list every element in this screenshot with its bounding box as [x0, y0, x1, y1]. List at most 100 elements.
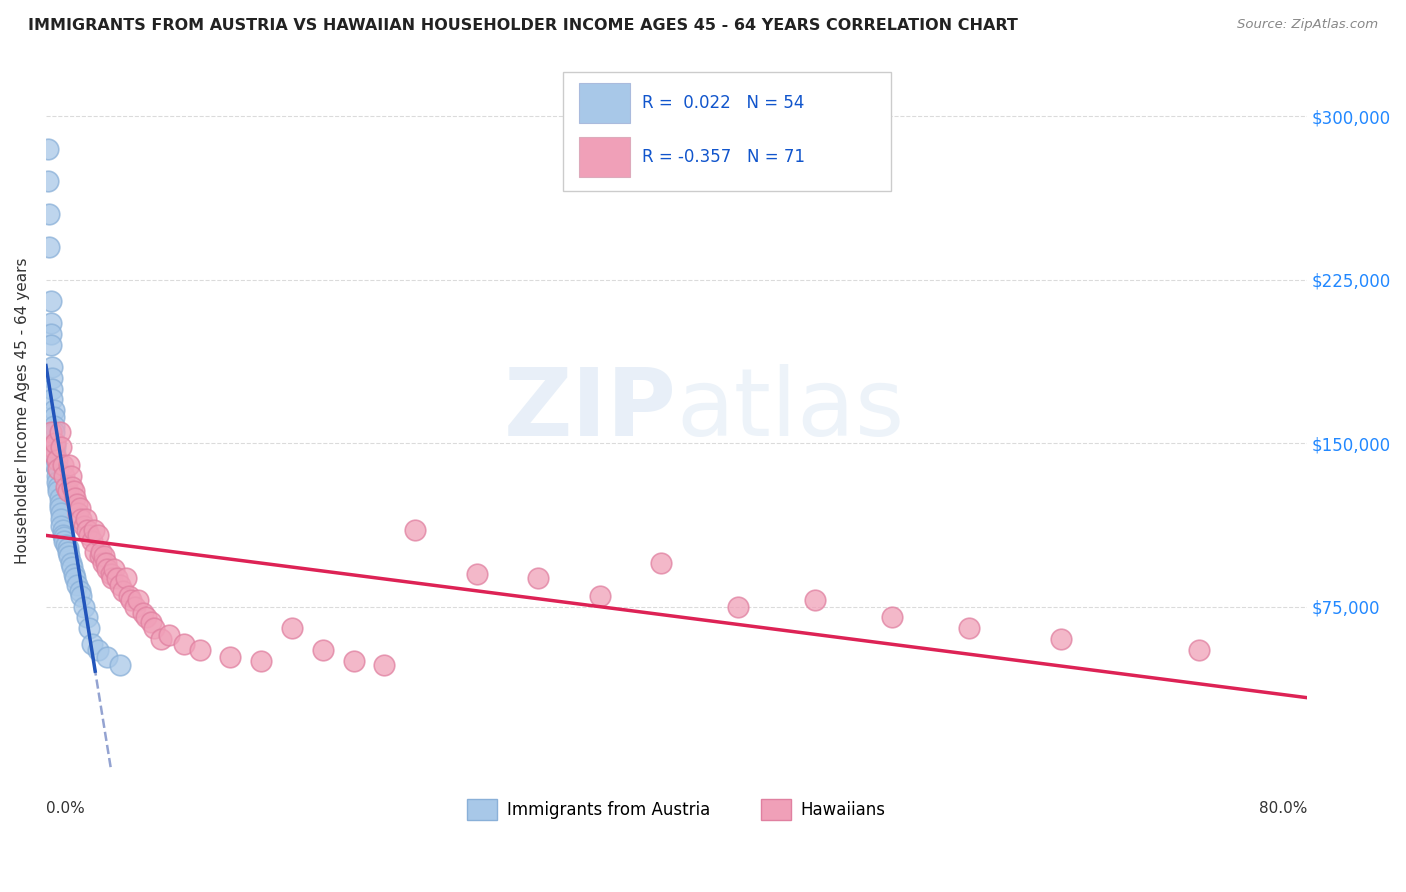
Point [49, 425, 72, 439]
Point [103, 562, 125, 576]
Point [219, 649, 242, 664]
Point [44, 441, 66, 455]
Point [132, 606, 155, 620]
Point [38, 207, 60, 221]
Point [44, 447, 66, 461]
Point [49, 491, 72, 505]
Point [69, 501, 91, 516]
Point [62, 483, 84, 498]
Point [957, 621, 980, 635]
Point [45, 453, 67, 467]
Point [75, 512, 97, 526]
Point [82, 636, 104, 650]
Point [51, 506, 73, 520]
Point [56, 483, 79, 498]
Point [59, 468, 82, 483]
Point [727, 599, 749, 614]
Point [83, 523, 105, 537]
Point [66, 578, 89, 592]
Point [96, 562, 118, 576]
Point [588, 589, 610, 603]
Point [1188, 643, 1211, 657]
Y-axis label: Householder Income Ages 45 - 64 years: Householder Income Ages 45 - 64 years [15, 257, 30, 564]
Point [108, 578, 131, 592]
Point [42, 418, 65, 433]
Point [1050, 632, 1073, 647]
Point [342, 654, 364, 668]
Point [404, 523, 426, 537]
Point [49, 501, 72, 516]
Text: IMMIGRANTS FROM AUSTRIA VS HAWAIIAN HOUSEHOLDER INCOME AGES 45 - 64 YEARS CORREL: IMMIGRANTS FROM AUSTRIA VS HAWAIIAN HOUS… [28, 18, 1018, 33]
Legend: Immigrants from Austria, Hawaiians: Immigrants from Austria, Hawaiians [461, 793, 893, 826]
Point [82, 534, 104, 549]
Point [111, 584, 134, 599]
Point [63, 571, 86, 585]
Point [250, 654, 273, 668]
Point [108, 658, 131, 673]
Point [66, 497, 89, 511]
Point [89, 549, 111, 564]
Point [55, 539, 77, 553]
Point [76, 523, 98, 537]
Point [42, 425, 65, 439]
Point [46, 483, 69, 498]
Point [105, 571, 128, 585]
Point [73, 519, 96, 533]
Point [44, 458, 66, 472]
Text: 80.0%: 80.0% [1258, 801, 1308, 816]
Point [188, 643, 211, 657]
Point [42, 409, 65, 424]
Point [115, 571, 138, 585]
Point [373, 658, 395, 673]
Point [84, 545, 107, 559]
Point [135, 610, 157, 624]
Point [101, 571, 124, 585]
Point [39, 338, 62, 352]
Point [52, 527, 75, 541]
Point [100, 566, 122, 581]
Point [42, 403, 65, 417]
Point [63, 491, 86, 505]
Point [41, 370, 63, 384]
Point [67, 506, 90, 520]
Point [880, 610, 903, 624]
Point [37, 142, 59, 156]
Point [70, 512, 93, 526]
Point [55, 480, 77, 494]
Text: R = -0.357   N = 71: R = -0.357 N = 71 [643, 148, 806, 166]
Point [281, 621, 304, 635]
Point [44, 451, 66, 466]
Point [53, 530, 76, 544]
Point [39, 425, 62, 439]
Point [527, 571, 550, 585]
Point [465, 566, 488, 581]
Point [77, 621, 100, 635]
Point [173, 636, 195, 650]
Point [93, 549, 115, 564]
Point [87, 643, 110, 657]
Point [42, 447, 65, 461]
Point [37, 174, 59, 188]
Point [59, 556, 82, 570]
Point [41, 359, 63, 374]
Point [52, 458, 75, 472]
Text: atlas: atlas [676, 364, 904, 457]
Point [51, 512, 73, 526]
Point [91, 556, 114, 570]
Point [60, 480, 83, 494]
Point [312, 643, 335, 657]
Point [90, 545, 112, 559]
Point [87, 527, 110, 541]
Point [60, 560, 83, 574]
Point [62, 566, 84, 581]
Point [46, 480, 69, 494]
Point [118, 589, 141, 603]
Point [650, 556, 672, 570]
Point [51, 519, 73, 533]
FancyBboxPatch shape [579, 137, 630, 177]
Point [73, 599, 96, 614]
Point [53, 468, 76, 483]
Point [96, 649, 118, 664]
Point [157, 628, 180, 642]
Point [58, 458, 80, 472]
